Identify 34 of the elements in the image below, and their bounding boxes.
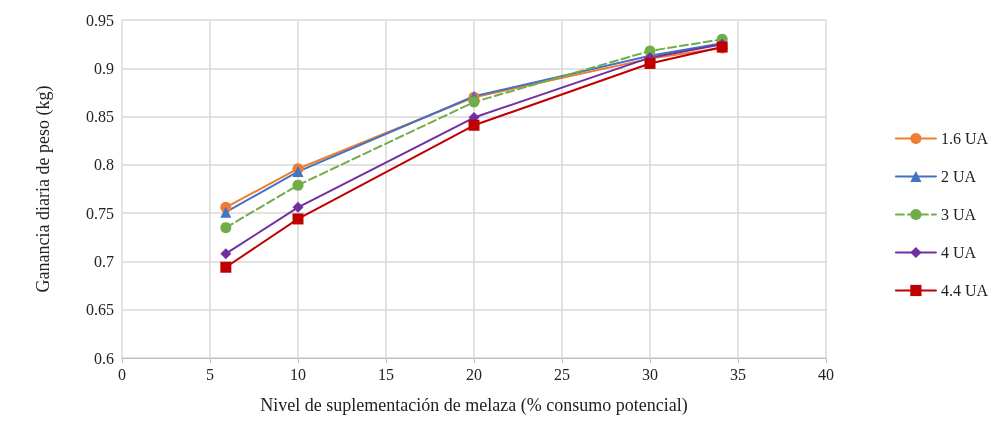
x-axis-title: Nivel de suplementación de melaza (% consumo potencial) — [260, 395, 688, 416]
x-tick-label: 20 — [466, 365, 482, 383]
point — [468, 96, 480, 108]
legend-label: 4.4 UA — [940, 282, 989, 299]
point — [292, 201, 304, 213]
point — [292, 179, 304, 191]
x-tick-label: 35 — [730, 365, 746, 383]
x-tick-label: 0 — [118, 365, 126, 383]
legend-label: 2 UA — [940, 168, 977, 185]
x-tick-label: 5 — [206, 365, 214, 383]
x-tick-label: 30 — [642, 365, 658, 383]
y-tick-label: 0.8 — [94, 156, 114, 174]
x-tick-label: 15 — [378, 365, 394, 383]
point — [220, 206, 232, 218]
point — [292, 213, 304, 225]
legend-label: 4 UA — [940, 244, 977, 261]
y-tick-label: 0.75 — [86, 204, 114, 222]
x-tick-label: 25 — [554, 365, 570, 383]
point — [644, 57, 656, 69]
x-tick-label: 10 — [290, 365, 306, 383]
point — [468, 119, 480, 131]
y-tick-label: 0.6 — [94, 349, 114, 367]
point — [220, 261, 232, 273]
y-tick-label: 0.7 — [94, 252, 114, 270]
x-tick-label: 40 — [818, 365, 834, 383]
legend-label: 3 UA — [940, 206, 977, 223]
y-tick-label: 0.85 — [86, 108, 114, 126]
y-tick-label: 0.65 — [86, 301, 114, 319]
y-tick-label: 0.9 — [94, 59, 114, 77]
point — [220, 248, 232, 260]
legend-label: 1.6 UA — [940, 130, 989, 147]
y-tick-label: 0.95 — [86, 11, 114, 29]
point — [220, 222, 232, 234]
y-axis-title: Ganancia diaria de peso (kg) — [33, 85, 54, 293]
